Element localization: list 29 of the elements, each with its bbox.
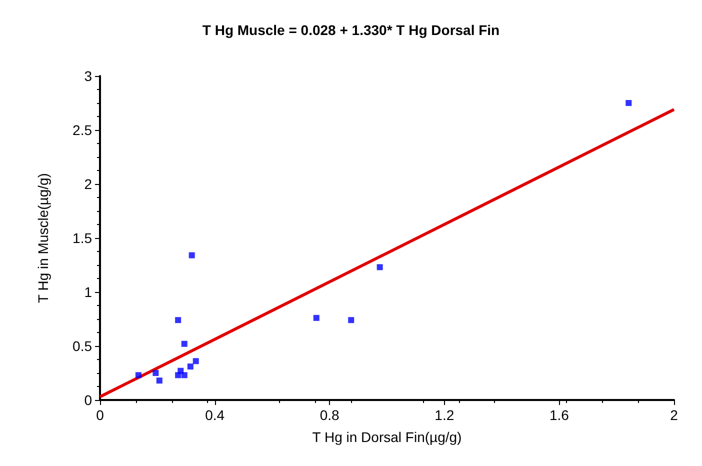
point bbox=[135, 372, 142, 378]
chart-title: T Hg Muscle = 0.028 + 1.330* T Hg Dorsal Fin bbox=[202, 22, 500, 38]
x-tick-label: 0.8 bbox=[320, 407, 340, 423]
y-tick-label: 0 bbox=[84, 392, 92, 408]
x-axis-title: T Hg in Dorsal Fin(µg/g) bbox=[312, 429, 462, 445]
y-tick-label: 1.5 bbox=[72, 230, 92, 246]
point bbox=[188, 252, 195, 258]
point bbox=[181, 372, 188, 378]
point bbox=[376, 264, 383, 270]
x-tick-label: 0.4 bbox=[205, 407, 225, 423]
x-tick-label: 2 bbox=[670, 407, 678, 423]
point bbox=[152, 370, 159, 376]
point bbox=[156, 378, 162, 384]
y-tick-label: 1 bbox=[84, 284, 92, 300]
y-tick-label: 2.5 bbox=[72, 122, 92, 138]
point bbox=[192, 358, 199, 364]
x-tick-label: 1.6 bbox=[549, 407, 570, 423]
point bbox=[313, 314, 320, 321]
point bbox=[187, 364, 194, 370]
point bbox=[348, 317, 354, 324]
y-tick-label: 2 bbox=[84, 176, 92, 192]
point bbox=[181, 340, 188, 347]
y-tick-label: 3 bbox=[84, 68, 92, 84]
point bbox=[175, 317, 182, 324]
point bbox=[626, 100, 632, 106]
y-tick-label: 0.5 bbox=[72, 338, 92, 354]
y-axis-title: T Hg in Muscle(µg/g) bbox=[35, 173, 51, 303]
x-tick-label: 0 bbox=[96, 407, 104, 423]
x-tick-label: 1.2 bbox=[434, 407, 454, 423]
